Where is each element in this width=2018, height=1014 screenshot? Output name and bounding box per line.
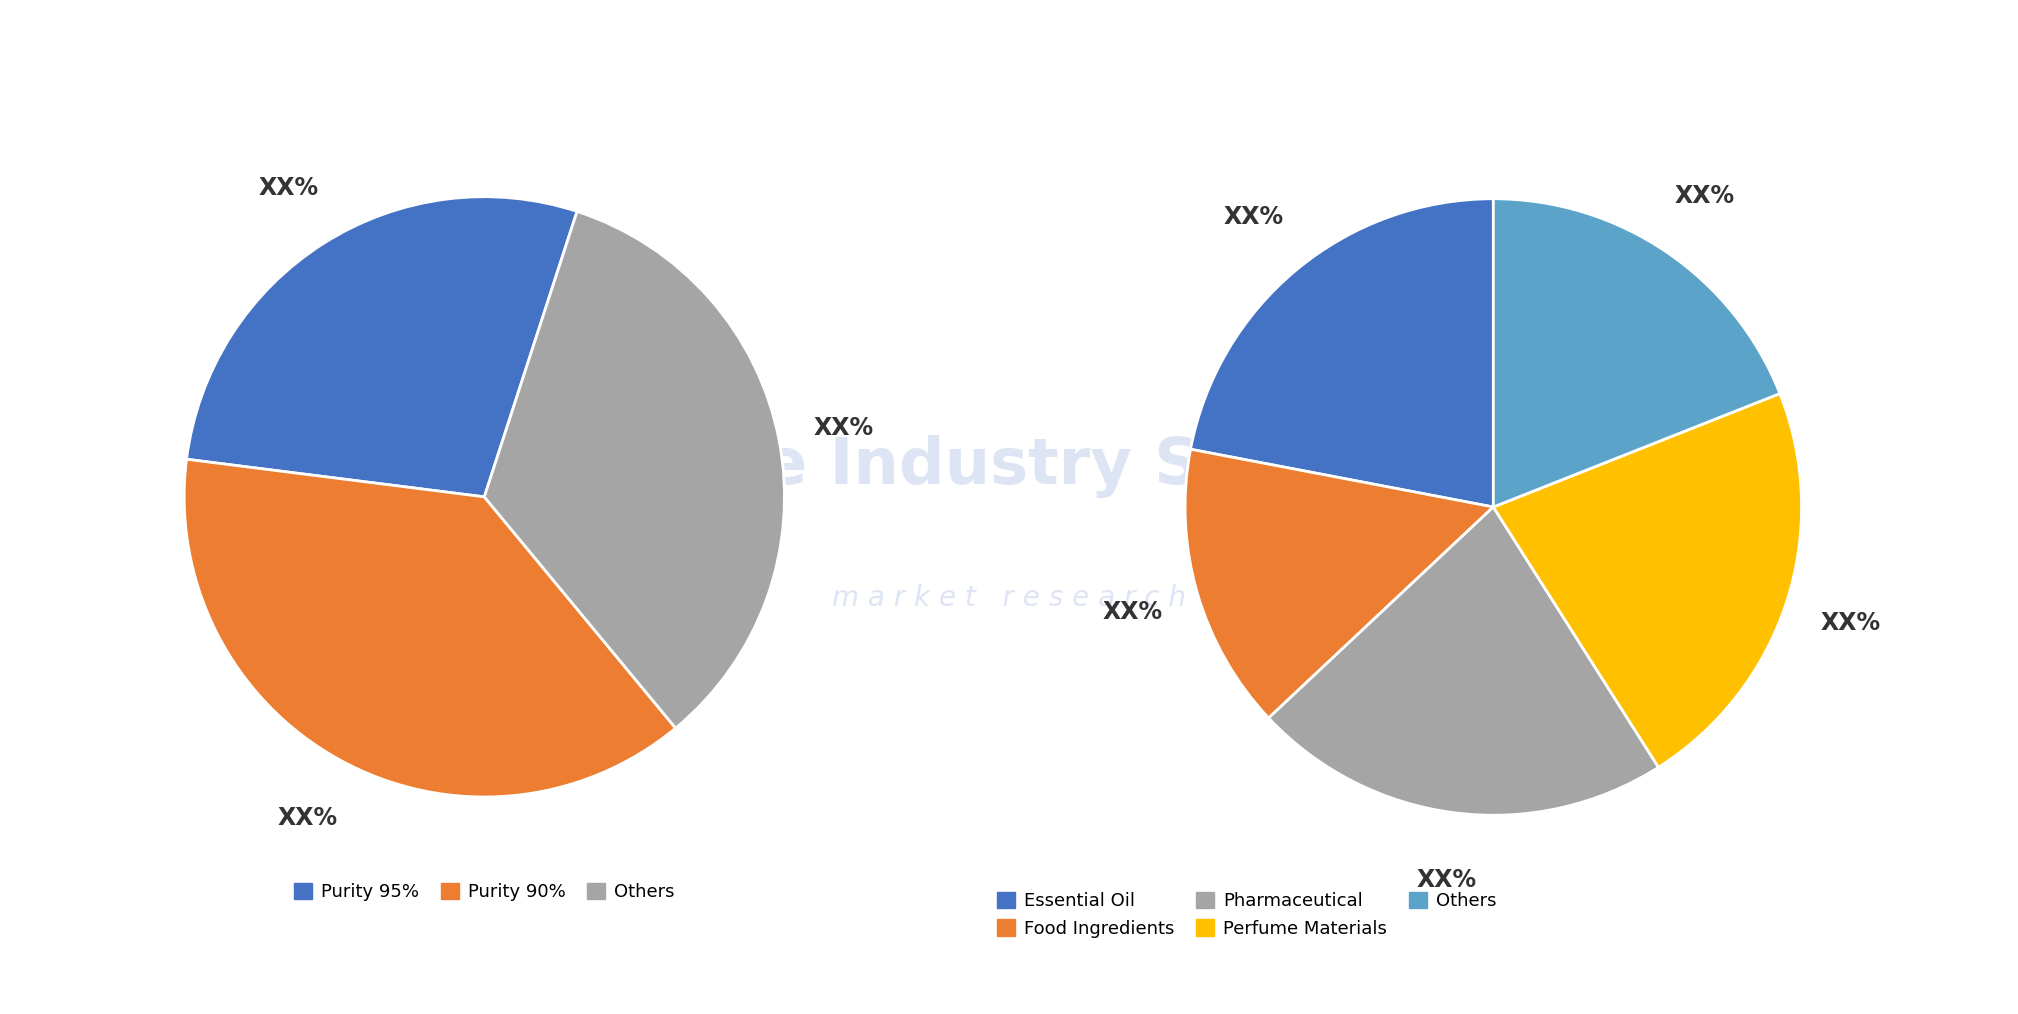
Text: The Industry Stats: The Industry Stats [676,435,1342,498]
Text: XX%: XX% [813,416,874,440]
Text: XX%: XX% [1675,184,1735,208]
Wedge shape [1269,507,1659,815]
Text: XX%: XX% [258,175,319,200]
Legend: Essential Oil, Food Ingredients, Pharmaceutical, Perfume Materials, Others: Essential Oil, Food Ingredients, Pharmac… [989,885,1503,945]
Wedge shape [1493,199,1780,507]
Legend: Purity 95%, Purity 90%, Others: Purity 95%, Purity 90%, Others [287,875,682,908]
Text: XX%: XX% [1820,611,1881,635]
Text: XX%: XX% [1102,600,1162,624]
Text: Email: sales@theindustrystats.com: Email: sales@theindustrystats.com [831,965,1187,984]
Wedge shape [484,211,785,728]
Text: Fig. Global Terpinene Market Share by Product Types & Application: Fig. Global Terpinene Market Share by Pr… [24,38,1128,66]
Text: XX%: XX% [278,806,337,829]
Text: Website: www.theindustrystats.com: Website: www.theindustrystats.com [1631,965,1998,984]
Wedge shape [186,197,577,497]
Wedge shape [1493,393,1802,768]
Text: Source: Theindustrystats Analysis: Source: Theindustrystats Analysis [20,965,365,984]
Text: m a r k e t   r e s e a r c h: m a r k e t r e s e a r c h [831,584,1187,612]
Wedge shape [184,459,676,797]
Wedge shape [1191,199,1493,507]
Wedge shape [1185,449,1493,718]
Text: XX%: XX% [1223,205,1283,229]
Text: XX%: XX% [1417,868,1477,892]
